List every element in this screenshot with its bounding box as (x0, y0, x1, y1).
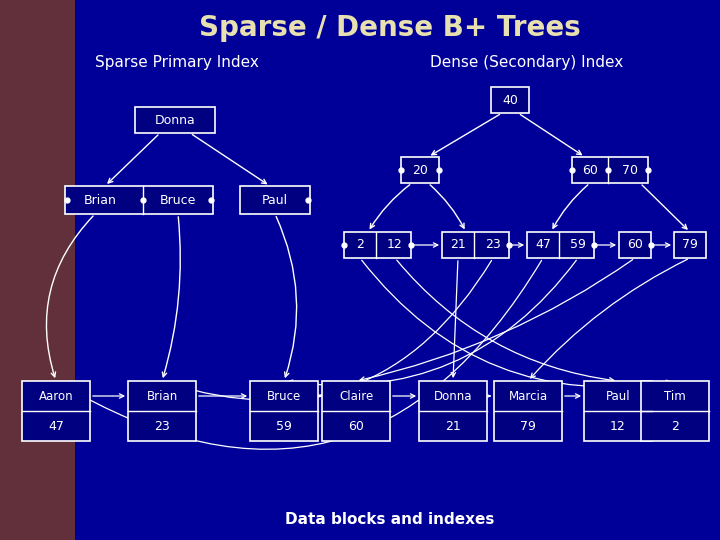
Text: 47: 47 (535, 239, 551, 252)
Text: 23: 23 (154, 420, 170, 433)
Text: Tim: Tim (664, 389, 686, 402)
FancyBboxPatch shape (674, 232, 706, 258)
Text: Sparse Primary Index: Sparse Primary Index (95, 56, 259, 71)
FancyBboxPatch shape (240, 186, 310, 214)
FancyBboxPatch shape (22, 381, 90, 441)
FancyBboxPatch shape (65, 186, 213, 214)
Text: Brian: Brian (84, 193, 117, 206)
FancyBboxPatch shape (494, 381, 562, 441)
Text: 60: 60 (627, 239, 643, 252)
Text: Marcia: Marcia (508, 389, 548, 402)
FancyBboxPatch shape (527, 232, 594, 258)
Text: 21: 21 (450, 239, 466, 252)
Text: 20: 20 (412, 164, 428, 177)
FancyBboxPatch shape (491, 87, 529, 113)
Text: 12: 12 (610, 420, 626, 433)
Text: 2: 2 (356, 239, 364, 252)
Text: Dense (Secondary) Index: Dense (Secondary) Index (430, 56, 624, 71)
Text: Bruce: Bruce (160, 193, 196, 206)
Text: 2: 2 (671, 420, 679, 433)
FancyBboxPatch shape (322, 381, 390, 441)
Text: Data blocks and indexes: Data blocks and indexes (285, 512, 495, 528)
FancyBboxPatch shape (442, 232, 509, 258)
FancyBboxPatch shape (135, 107, 215, 133)
Text: 60: 60 (582, 164, 598, 177)
Text: 21: 21 (445, 420, 461, 433)
Text: Brian: Brian (146, 389, 178, 402)
Text: Sparse / Dense B+ Trees: Sparse / Dense B+ Trees (199, 14, 581, 42)
Text: 60: 60 (348, 420, 364, 433)
FancyBboxPatch shape (572, 157, 648, 183)
FancyBboxPatch shape (0, 0, 75, 540)
Text: Bruce: Bruce (267, 389, 301, 402)
Text: 23: 23 (485, 239, 501, 252)
FancyBboxPatch shape (419, 381, 487, 441)
Text: 79: 79 (682, 239, 698, 252)
FancyBboxPatch shape (401, 157, 439, 183)
FancyBboxPatch shape (344, 232, 411, 258)
Text: 79: 79 (520, 420, 536, 433)
Text: Paul: Paul (606, 389, 630, 402)
Text: 59: 59 (276, 420, 292, 433)
Text: Donna: Donna (433, 389, 472, 402)
Text: Paul: Paul (262, 193, 288, 206)
Text: 59: 59 (570, 239, 586, 252)
Text: 12: 12 (387, 239, 403, 252)
FancyBboxPatch shape (619, 232, 651, 258)
Text: Aaron: Aaron (39, 389, 73, 402)
FancyBboxPatch shape (584, 381, 652, 441)
Text: Donna: Donna (155, 113, 195, 126)
Text: Claire: Claire (339, 389, 373, 402)
Text: 47: 47 (48, 420, 64, 433)
FancyBboxPatch shape (128, 381, 196, 441)
Text: 70: 70 (622, 164, 638, 177)
Text: 40: 40 (502, 93, 518, 106)
FancyBboxPatch shape (641, 381, 709, 441)
FancyBboxPatch shape (250, 381, 318, 441)
